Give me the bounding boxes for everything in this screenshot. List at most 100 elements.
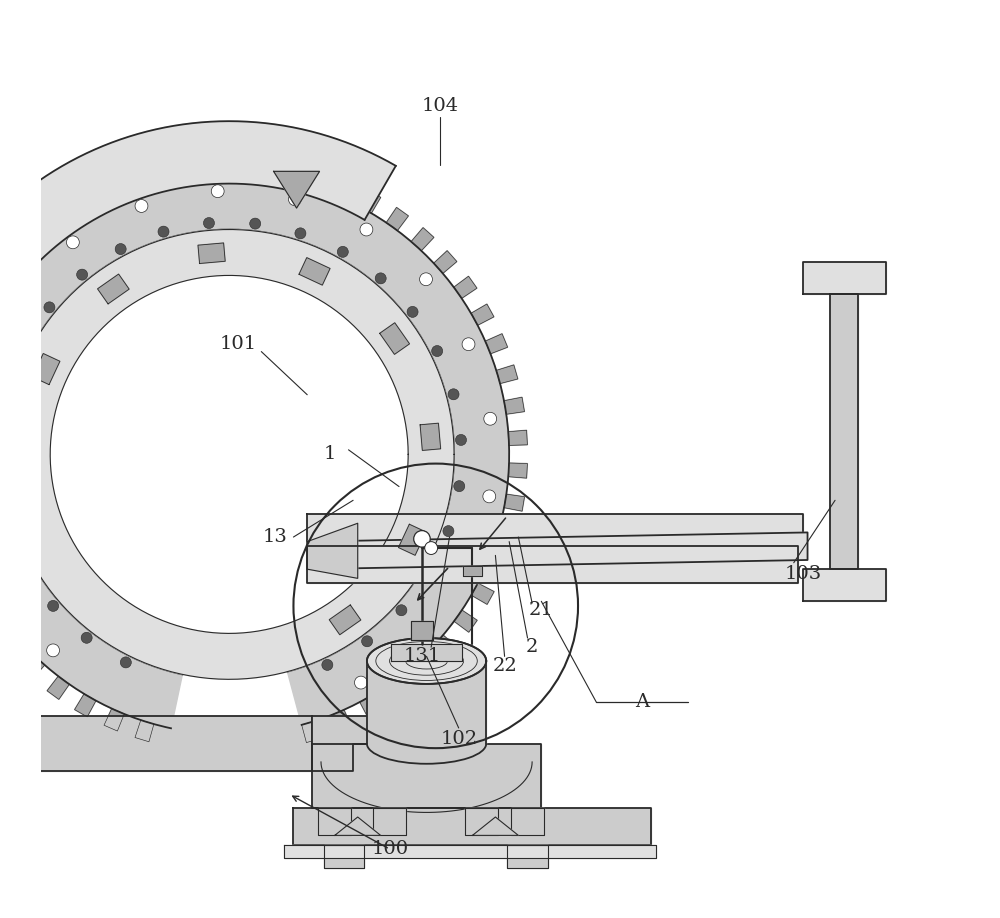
Polygon shape (472, 817, 518, 835)
Circle shape (47, 644, 60, 656)
Circle shape (66, 236, 79, 249)
Polygon shape (52, 206, 75, 229)
Polygon shape (511, 808, 544, 835)
Polygon shape (0, 121, 396, 484)
Text: 131: 131 (403, 647, 441, 666)
Polygon shape (307, 546, 798, 583)
Polygon shape (391, 644, 462, 661)
Polygon shape (496, 365, 518, 384)
Circle shape (44, 302, 55, 313)
Polygon shape (504, 397, 524, 414)
Polygon shape (324, 845, 364, 868)
Text: 102: 102 (440, 730, 477, 748)
Text: A: A (635, 693, 649, 711)
Circle shape (48, 600, 59, 611)
Polygon shape (803, 262, 886, 294)
Polygon shape (420, 423, 441, 451)
Polygon shape (507, 845, 548, 868)
Polygon shape (98, 274, 129, 304)
Circle shape (11, 291, 24, 304)
Polygon shape (386, 207, 408, 230)
Polygon shape (312, 744, 541, 808)
Polygon shape (454, 276, 477, 298)
Circle shape (203, 218, 214, 229)
Polygon shape (312, 716, 385, 771)
Polygon shape (830, 294, 858, 569)
Circle shape (414, 531, 430, 547)
Polygon shape (803, 569, 886, 601)
Circle shape (120, 657, 131, 668)
Circle shape (396, 605, 407, 616)
Polygon shape (360, 696, 381, 718)
Text: 104: 104 (422, 96, 459, 115)
Polygon shape (496, 525, 518, 543)
Circle shape (295, 228, 306, 239)
Text: 101: 101 (220, 335, 257, 353)
Polygon shape (307, 514, 803, 551)
Text: 2: 2 (526, 638, 538, 656)
Circle shape (135, 199, 148, 212)
Circle shape (443, 526, 454, 537)
Polygon shape (434, 251, 457, 274)
Polygon shape (318, 808, 351, 835)
Polygon shape (239, 156, 255, 175)
Circle shape (354, 677, 367, 689)
Polygon shape (174, 159, 191, 179)
Polygon shape (0, 174, 509, 728)
Polygon shape (110, 175, 130, 197)
Circle shape (483, 490, 496, 503)
Polygon shape (367, 661, 486, 744)
Polygon shape (411, 228, 434, 251)
Circle shape (459, 564, 472, 577)
Circle shape (0, 429, 3, 440)
Polygon shape (22, 655, 45, 678)
Circle shape (484, 412, 497, 425)
Polygon shape (80, 189, 102, 212)
Polygon shape (359, 190, 381, 213)
Polygon shape (465, 808, 498, 835)
Polygon shape (307, 532, 808, 569)
Polygon shape (434, 635, 457, 658)
Polygon shape (274, 172, 320, 208)
Polygon shape (135, 720, 154, 742)
Polygon shape (508, 463, 527, 478)
Polygon shape (284, 845, 656, 858)
Circle shape (115, 243, 126, 254)
Polygon shape (75, 694, 96, 717)
Polygon shape (0, 608, 3, 630)
Polygon shape (508, 431, 527, 445)
Polygon shape (4, 249, 27, 271)
Polygon shape (454, 610, 477, 633)
Polygon shape (301, 166, 320, 187)
Circle shape (81, 633, 92, 644)
Circle shape (158, 226, 169, 237)
Polygon shape (4, 230, 454, 679)
Polygon shape (207, 156, 222, 175)
Polygon shape (198, 243, 225, 263)
Polygon shape (299, 258, 330, 285)
Polygon shape (302, 721, 320, 743)
Polygon shape (331, 710, 352, 733)
Polygon shape (293, 808, 651, 845)
Polygon shape (32, 353, 60, 385)
Circle shape (425, 542, 438, 554)
Polygon shape (47, 677, 69, 700)
Polygon shape (0, 633, 22, 655)
Polygon shape (485, 554, 508, 575)
Polygon shape (331, 176, 351, 199)
Circle shape (77, 269, 88, 280)
Polygon shape (0, 716, 312, 771)
Polygon shape (0, 274, 6, 296)
Circle shape (1, 383, 12, 394)
Circle shape (16, 425, 40, 449)
Circle shape (454, 481, 465, 492)
Polygon shape (271, 160, 288, 180)
Polygon shape (141, 165, 160, 186)
Circle shape (420, 273, 432, 285)
Circle shape (21, 563, 32, 574)
Polygon shape (485, 334, 508, 353)
Polygon shape (27, 226, 50, 249)
Polygon shape (504, 494, 525, 511)
Circle shape (415, 628, 428, 641)
Circle shape (250, 218, 261, 230)
